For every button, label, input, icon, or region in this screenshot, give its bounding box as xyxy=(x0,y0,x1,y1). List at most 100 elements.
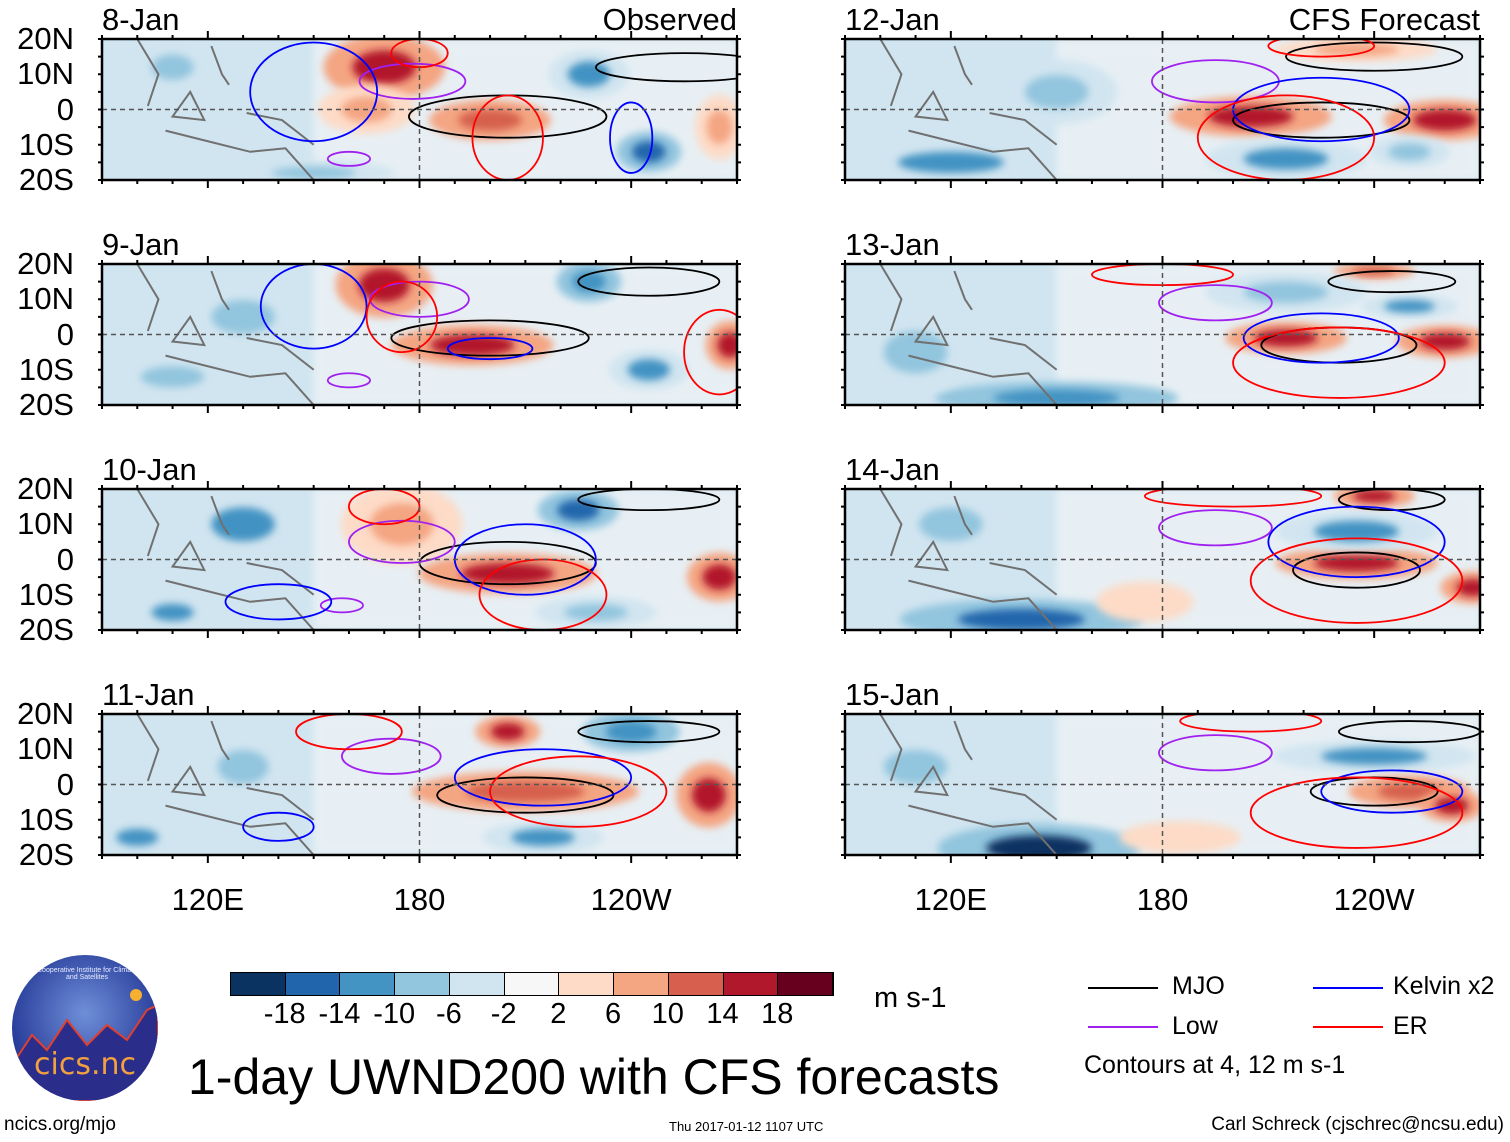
legend-label-kelvin: Kelvin x2 xyxy=(1393,972,1495,1000)
lat-tick-label: 10N xyxy=(17,731,74,767)
legend-line-low xyxy=(1088,1026,1158,1028)
wind-anomaly-core xyxy=(897,151,1004,173)
wind-anomaly-core xyxy=(567,61,610,87)
lat-tick-label: 10S xyxy=(18,351,74,387)
wind-anomaly-core xyxy=(631,141,666,163)
contour-mjo xyxy=(577,720,721,744)
contour-kelvin xyxy=(1267,505,1446,579)
colorbar-tick-label: -18 xyxy=(263,998,306,1030)
colorbar-tick-label: -14 xyxy=(318,998,361,1030)
contour-kelvin xyxy=(259,264,368,350)
contour-low xyxy=(1158,509,1273,547)
logo: cics.nc Cooperative Institute for Climat… xyxy=(12,955,158,1101)
footer-author: Carl Schreck (cjschrec@ncsu.edu) xyxy=(1211,1114,1504,1135)
contour-mjo xyxy=(1338,720,1480,744)
lat-tick-label: 20N xyxy=(17,696,74,731)
wind-anomaly-core xyxy=(957,608,1085,630)
contour-kelvin xyxy=(609,101,654,174)
contour-kelvin xyxy=(249,41,379,143)
lon-tick-label: 120W xyxy=(590,882,672,917)
wind-anomaly-core xyxy=(883,749,948,784)
lat-tick-label: 10N xyxy=(17,281,74,317)
lat-tick-label: 20N xyxy=(17,21,74,56)
wind-anomaly-core xyxy=(1148,828,1212,846)
wind-anomaly-core xyxy=(1321,747,1428,765)
panel-date-label: 10-Jan xyxy=(102,452,197,487)
lon-tick-label: 120W xyxy=(1333,882,1415,917)
contour-low xyxy=(1158,734,1273,772)
lat-tick-label: 20N xyxy=(17,246,74,281)
wind-anomaly-core xyxy=(1314,520,1399,542)
colorbar xyxy=(230,972,834,996)
contour-er xyxy=(1179,714,1323,733)
contour-mjo xyxy=(595,52,737,83)
contour-kelvin xyxy=(1242,312,1400,364)
wind-anomaly-core xyxy=(461,563,555,585)
lat-tick-label: 10S xyxy=(18,576,74,612)
contour-low xyxy=(358,62,467,100)
colorbar-tick-label: 14 xyxy=(706,998,739,1030)
wind-anomaly-core xyxy=(211,299,275,334)
colorbar-swatch xyxy=(614,973,669,995)
legend-line-kelvin xyxy=(1313,987,1383,989)
colorbar-tick-label: 6 xyxy=(605,998,622,1030)
wind-anomaly-core xyxy=(564,603,628,621)
legend-label-mjo: MJO xyxy=(1172,972,1225,1000)
wind-anomaly-core xyxy=(458,109,522,131)
wind-anomaly-core xyxy=(691,778,726,812)
contour-er xyxy=(1143,489,1323,508)
wind-anomaly-core xyxy=(557,499,600,521)
wind-anomaly-core xyxy=(1208,105,1294,128)
contour-mjo xyxy=(1292,551,1421,589)
lat-tick-label: 10N xyxy=(17,506,74,542)
colorbar-swatch xyxy=(559,973,615,995)
wind-anomaly-core xyxy=(140,366,205,388)
wind-anomaly-core xyxy=(466,780,585,803)
coastline xyxy=(136,264,315,405)
colorbar-tick-label: -2 xyxy=(490,998,517,1030)
contour-mjo xyxy=(1232,101,1411,139)
footer-url: ncics.org/mjo xyxy=(4,1114,116,1135)
coastline xyxy=(879,264,1058,405)
contour-low xyxy=(348,519,456,564)
contour-low xyxy=(319,597,364,614)
contour-er xyxy=(348,489,421,526)
wind-anomaly-core xyxy=(883,330,948,374)
contour-er xyxy=(295,714,403,751)
lat-tick-label: 10N xyxy=(17,56,74,92)
colorbar-swatch xyxy=(285,973,341,995)
wind-anomaly-core xyxy=(151,603,194,621)
panel-date-label: 11-Jan xyxy=(102,677,195,712)
wind-anomaly-core xyxy=(1388,143,1431,161)
lon-tick-label: 180 xyxy=(393,882,446,917)
lon-tick-label: 120E xyxy=(171,882,245,917)
panel-date-label: 8-Jan xyxy=(102,2,180,37)
panel-column-label: CFS Forecast xyxy=(1288,2,1480,37)
map-panel xyxy=(841,481,1484,638)
contour-kelvin xyxy=(1320,769,1464,814)
contour-er xyxy=(1249,776,1464,849)
panel-date-label: 15-Jan xyxy=(845,677,940,712)
lon-tick-label: 120E xyxy=(914,882,988,917)
lat-tick-label: 20S xyxy=(18,162,74,197)
contour-kelvin xyxy=(224,583,333,621)
colorbar-swatch xyxy=(231,973,286,995)
colorbar-tick-label: 2 xyxy=(550,998,567,1030)
map-panel xyxy=(98,31,741,188)
wind-anomaly-core xyxy=(1377,783,1442,801)
lat-tick-label: 20N xyxy=(17,471,74,506)
lat-tick-label: 20S xyxy=(18,837,74,872)
wind-anomaly-core xyxy=(358,268,410,303)
colorbar-tick-label: 18 xyxy=(761,998,794,1030)
coastline xyxy=(136,714,315,855)
lat-tick-label: 10S xyxy=(18,801,74,837)
map-panel xyxy=(841,706,1484,863)
contour-er xyxy=(489,755,668,828)
colorbar-tick-label: 10 xyxy=(651,998,684,1030)
logo-mountains-icon xyxy=(12,989,158,1101)
legend-line-er xyxy=(1313,1026,1383,1028)
legend-label-er: ER xyxy=(1393,1012,1428,1040)
wind-anomaly-core xyxy=(571,271,606,293)
coastline xyxy=(136,39,315,180)
